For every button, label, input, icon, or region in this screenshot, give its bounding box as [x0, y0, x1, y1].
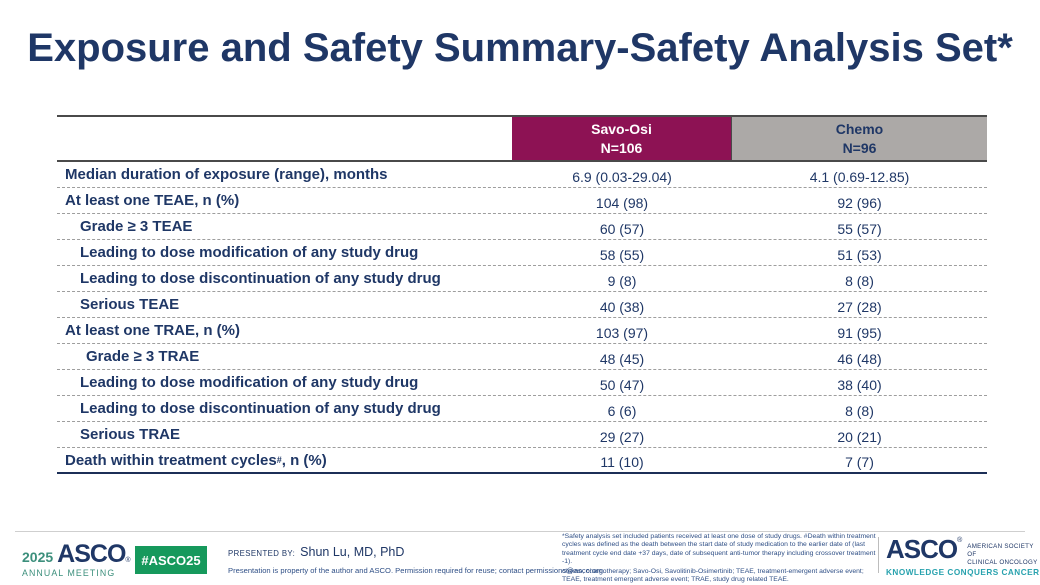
row-label: Grade ≥ 3 TRAE [86, 348, 200, 365]
savo-osi-value: 58 (55) [599, 247, 645, 263]
chemo-value: 46 (48) [837, 351, 882, 367]
presenter-name: Shun Lu, MD, PhD [300, 545, 405, 559]
chemo-value: 55 (57) [837, 221, 882, 237]
slide-title: Exposure and Safety Summary-Safety Analy… [27, 26, 1013, 70]
presenter-block: PRESENTED BY: Shun Lu, MD, PhD Presentat… [228, 545, 605, 575]
table-row: Serious TEAE 40 (38) 27 (28) [57, 292, 987, 318]
row-label: Leading to dose discontinuation of any s… [80, 400, 441, 417]
chemo-value: 8 (8) [845, 403, 874, 419]
row-label: Leading to dose modification of any stud… [80, 244, 419, 261]
row-label: At least one TRAE, n (%) [65, 322, 241, 339]
table-row: At least one TEAE, n (%) 104 (98) 92 (96… [57, 188, 987, 214]
savo-osi-value: 40 (38) [599, 299, 645, 315]
savo-osi-value: 104 (98) [595, 195, 649, 211]
chemo-value: 51 (53) [837, 247, 882, 263]
savo-osi-value: 6.9 (0.03-29.04) [572, 169, 672, 185]
meeting-org: ASCO [57, 540, 126, 568]
savo-osi-value: 29 (27) [599, 429, 645, 445]
table-header-row: Savo-Osi N=106 Chemo N=96 [57, 115, 987, 162]
row-label: Grade ≥ 3 TEAE [80, 218, 193, 235]
header-empty-cell [57, 117, 512, 160]
header-chemo: Chemo N=96 [732, 117, 987, 160]
row-label: Leading to dose discontinuation of any s… [80, 270, 441, 287]
table-row: Leading to dose discontinuation of any s… [57, 266, 987, 292]
asco-wordmark: ASCO [886, 534, 958, 564]
registered-mark-icon: ® [957, 537, 963, 544]
row-label: Serious TRAE [80, 426, 181, 443]
asco-society-name: AMERICAN SOCIETY OF CLINICAL ONCOLOGY [967, 543, 1040, 567]
table-row: Death within treatment cycles #, n (%) 11… [57, 448, 987, 474]
table-row: Median duration of exposure (range), mon… [57, 162, 987, 188]
meeting-year: 2025 [22, 549, 54, 565]
chemo-arm-name: Chemo [835, 120, 884, 137]
asco-annual-meeting-logo: 2025 ASCO ® ANNUAL MEETING [22, 542, 131, 578]
savo-osi-arm-n: N=106 [600, 139, 643, 156]
chemo-arm-n: N=96 [842, 139, 877, 156]
savo-osi-value: 50 (47) [599, 377, 645, 393]
registered-mark-icon: ® [125, 557, 131, 564]
footer-divider-line [15, 531, 1025, 532]
footnote-line-2: chemo, chemotherapy; Savo-Osi, Savolitin… [562, 567, 864, 584]
footnotes: *Safety analysis set included patients r… [562, 533, 878, 585]
chemo-value: 91 (95) [837, 325, 882, 341]
header-savo-osi: Savo-Osi N=106 [512, 117, 732, 160]
chemo-value: 7 (7) [845, 454, 874, 470]
safety-summary-table: Savo-Osi N=106 Chemo N=96 Median duratio… [57, 115, 987, 474]
savo-osi-value: 6 (6) [607, 403, 637, 419]
table-row: Leading to dose modification of any stud… [57, 370, 987, 396]
chemo-value: 8 (8) [845, 273, 874, 289]
presented-by-label: PRESENTED BY: [228, 549, 296, 558]
row-label: Death within treatment cycles #, n (%) [65, 451, 327, 469]
chemo-value: 4.1 (0.69-12.85) [809, 169, 910, 185]
table-body: Median duration of exposure (range), mon… [57, 162, 987, 474]
footer-vertical-divider [878, 537, 879, 573]
savo-osi-value: 103 (97) [595, 325, 649, 341]
table-row: Leading to dose modification of any stud… [57, 240, 987, 266]
row-label: At least one TEAE, n (%) [65, 192, 240, 209]
chemo-value: 27 (28) [837, 299, 882, 315]
chemo-value: 92 (96) [837, 195, 882, 211]
savo-osi-value: 11 (10) [600, 454, 644, 470]
asco-society-logo: ASCO ® AMERICAN SOCIETY OF CLINICAL ONCO… [886, 536, 1040, 577]
savo-osi-value: 9 (8) [607, 273, 637, 289]
savo-osi-value: 60 (57) [599, 221, 645, 237]
savo-osi-arm-name: Savo-Osi [591, 120, 652, 137]
table-row: Grade ≥ 3 TEAE 60 (57) 55 (57) [57, 214, 987, 240]
row-label: Median duration of exposure (range), mon… [65, 166, 388, 183]
savo-osi-value: 48 (45) [599, 351, 645, 367]
table-row: Leading to dose discontinuation of any s… [57, 396, 987, 422]
footnote-line-1: *Safety analysis set included patients r… [562, 533, 876, 566]
chemo-value: 38 (40) [837, 377, 882, 393]
asco-society-line2: CLINICAL ONCOLOGY [967, 559, 1038, 567]
asco-tagline: KNOWLEDGE CONQUERS CANCER [886, 568, 1040, 578]
meeting-name: ANNUAL MEETING [22, 568, 116, 578]
table-row: At least one TRAE, n (%) 103 (97) 91 (95… [57, 318, 987, 344]
hashtag-badge: #ASCO25 [135, 546, 207, 574]
table-row: Serious TRAE 29 (27) 20 (21) [57, 422, 987, 448]
permission-text: Presentation is property of the author a… [228, 566, 606, 575]
table-row: Grade ≥ 3 TRAE 48 (45) 46 (48) [57, 344, 987, 370]
chemo-value: 20 (21) [837, 429, 882, 445]
row-label: Leading to dose modification of any stud… [80, 374, 419, 391]
row-label: Serious TEAE [80, 296, 180, 313]
asco-society-line1: AMERICAN SOCIETY OF [967, 543, 1034, 559]
